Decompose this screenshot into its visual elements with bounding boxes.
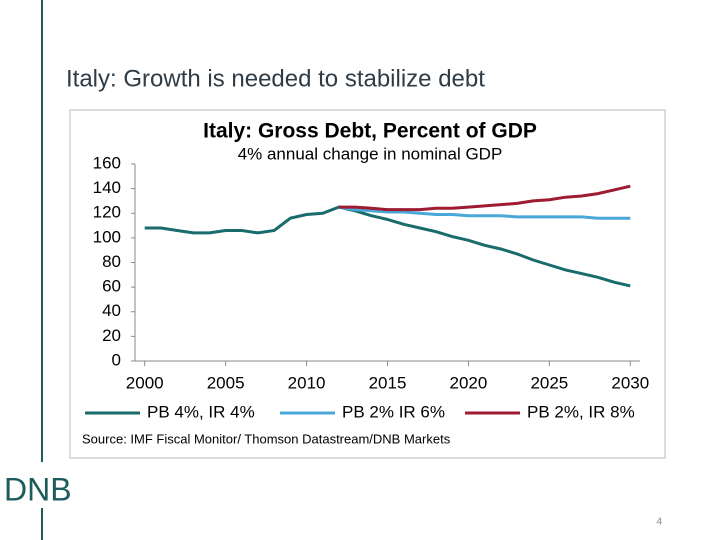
x-tick-label: 2025: [530, 373, 568, 392]
legend-label: PB 2%, IR 8%: [527, 402, 635, 421]
y-tick-label: 20: [102, 326, 121, 345]
y-tick-label: 60: [102, 277, 121, 296]
x-tick-label: 2000: [126, 373, 164, 392]
chart-source: Source: IMF Fiscal Monitor/ Thomson Data…: [82, 431, 451, 446]
y-tick-label: 80: [102, 252, 121, 271]
y-tick-label: 100: [93, 227, 121, 246]
x-tick-label: 2020: [450, 373, 488, 392]
legend-label: PB 4%, IR 4%: [147, 402, 255, 421]
chart-title: Italy: Gross Debt, Percent of GDP: [203, 120, 537, 143]
y-tick-label: 120: [93, 203, 121, 222]
slide-title: Italy: Growth is needed to stabilize deb…: [66, 65, 485, 92]
x-tick-label: 2010: [288, 373, 326, 392]
x-tick-label: 2015: [369, 373, 407, 392]
series-line: [338, 205, 631, 220]
logo: DNB: [4, 471, 72, 507]
y-tick-label: 140: [93, 178, 121, 197]
x-tick-label: 2005: [207, 373, 245, 392]
series-line: [338, 184, 631, 212]
legend-label: PB 2% IR 6%: [342, 402, 445, 421]
chart-frame: [69, 109, 666, 459]
page-number: 4: [656, 517, 662, 528]
y-tick-label: 40: [102, 301, 121, 320]
y-tick-label: 160: [93, 153, 121, 172]
chart-subtitle: 4% annual change in nominal GDP: [238, 144, 503, 163]
series-line: [144, 205, 631, 288]
x-tick-label: 2030: [611, 373, 649, 392]
y-tick-label: 0: [112, 350, 121, 369]
